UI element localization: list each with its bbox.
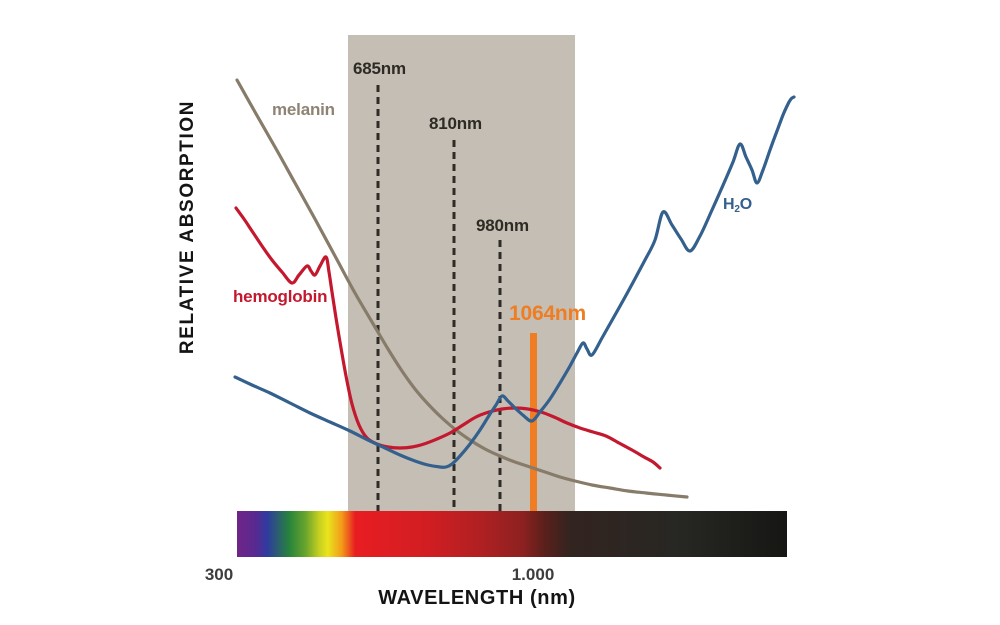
highlight-band <box>348 35 575 511</box>
marker-label-685nm: 685nm <box>353 59 406 78</box>
curve-hemoglobin <box>234 206 662 470</box>
h2o-label-h: H <box>723 196 735 213</box>
x-axis-label: WAVELENGTH (nm) <box>378 587 576 609</box>
h2o-curve-label: H2O <box>723 196 752 215</box>
visible-spectrum-bar <box>237 511 787 557</box>
absorption-curves <box>233 78 796 499</box>
h2o-label-o: O <box>739 196 752 213</box>
melanin-curve-label: melanin <box>272 100 335 119</box>
marker-label-980nm: 980nm <box>476 216 529 235</box>
curve-melanin <box>235 78 689 499</box>
y-axis-label: RELATIVE ABSORPTION <box>177 99 198 355</box>
x-tick-300: 300 <box>204 565 234 584</box>
h2o-label-subscript: 2 <box>734 204 740 215</box>
marker-label-810nm: 810nm <box>429 114 482 133</box>
hemoglobin-curve-label: hemoglobin <box>233 287 328 306</box>
x-tick-1000: 1.000 <box>511 565 555 584</box>
curve-h2o <box>233 95 796 469</box>
marker-label-1064nm: 1064nm <box>509 302 587 325</box>
